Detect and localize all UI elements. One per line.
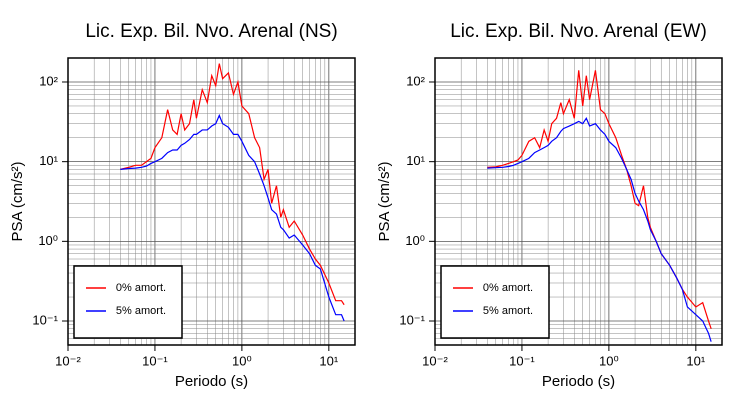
y-axis-label: PSA (cm/s²): [9, 161, 26, 241]
y-tick-label: 10⁰: [405, 233, 425, 248]
series-line: [120, 113, 345, 322]
chart-title: Lic. Exp. Bil. Nvo. Arenal (NS): [85, 21, 337, 42]
series-line: [120, 63, 345, 306]
legend-label: 0% amort.: [116, 282, 166, 294]
y-tick-label: 10⁰: [38, 233, 58, 248]
plot-frame: [67, 57, 356, 346]
x-tick-label: 10⁻²: [422, 353, 448, 368]
x-tick-label: 10⁰: [232, 353, 252, 368]
plot-frame: [434, 57, 723, 346]
panel: 10⁻² 10⁻¹ 10⁰ 10¹ 10⁻¹ 10⁰ 10¹ 10² Lic. Exp. Bil…: [9, 21, 356, 390]
x-tick-label: 10⁻²: [55, 353, 81, 368]
x-tick-label: 10⁰: [599, 353, 619, 368]
y-tick-label: 10²: [39, 73, 58, 88]
legend-label: 5% amort.: [116, 305, 166, 317]
chart-title: Lic. Exp. Bil. Nvo. Arenal (EW): [450, 21, 707, 42]
legend-label: 5% amort.: [483, 305, 533, 317]
series-line: [487, 117, 712, 342]
legend-box: [73, 265, 183, 339]
y-tick-label: 10⁻¹: [399, 312, 425, 327]
x-tick-label: 10¹: [686, 353, 705, 368]
panel: 10⁻² 10⁻¹ 10⁰ 10¹ 10⁻¹ 10⁰ 10¹ 10² Lic. Exp. Bil…: [376, 21, 723, 390]
x-axis-label: Periodo (s): [542, 373, 615, 390]
y-tick-label: 10¹: [406, 153, 425, 168]
legend-box: [440, 265, 550, 339]
legend-label: 0% amort.: [483, 282, 533, 294]
x-tick-label: 10¹: [319, 353, 338, 368]
x-tick-label: 10⁻¹: [142, 353, 168, 368]
y-axis-label: PSA (cm/s²): [376, 161, 393, 241]
x-tick-label: 10⁻¹: [509, 353, 535, 368]
y-tick-label: 10²: [406, 73, 425, 88]
x-axis-label: Periodo (s): [175, 373, 248, 390]
y-tick-label: 10⁻¹: [32, 312, 58, 327]
y-tick-label: 10¹: [39, 153, 58, 168]
